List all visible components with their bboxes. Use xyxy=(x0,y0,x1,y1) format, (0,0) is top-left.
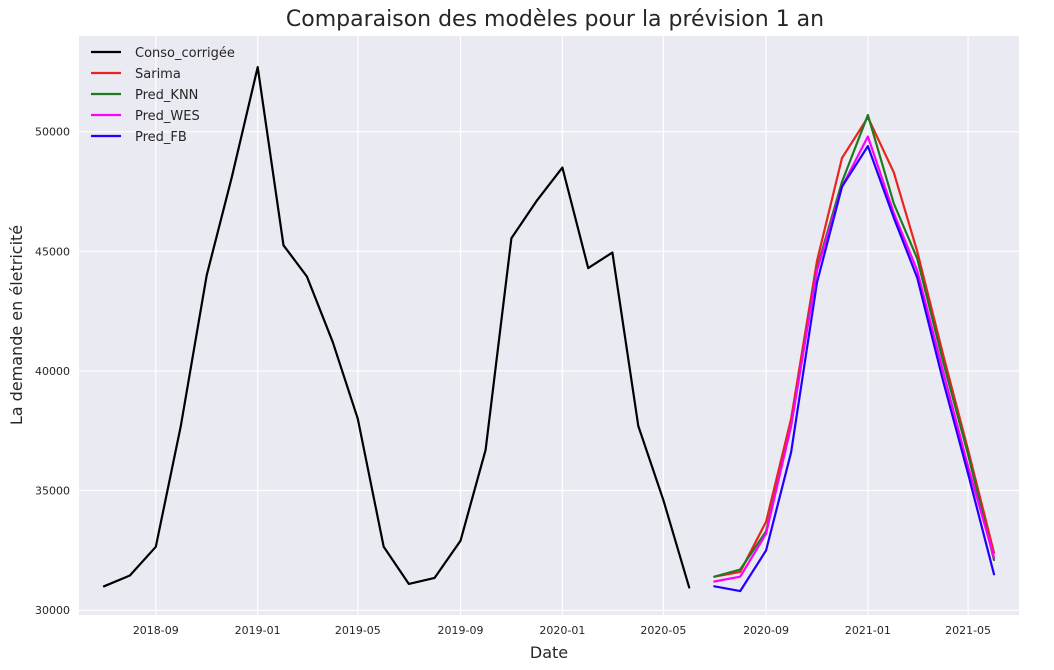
x-gridlines xyxy=(155,36,969,615)
series-line-0 xyxy=(102,65,691,589)
legend-label: Conso_corrigée xyxy=(135,46,235,61)
y-axis-label: La demande en életricité xyxy=(7,225,26,425)
legend: Conso_corrigée Sarima Pred_KNN Pred_WES Pred… xyxy=(91,46,235,145)
series-line-2 xyxy=(713,113,996,578)
x-tick-label: 2021-01 xyxy=(845,624,891,637)
x-tick-label: 2021-05 xyxy=(945,624,991,637)
legend-label: Pred_WES xyxy=(135,109,200,124)
series-lines xyxy=(102,65,996,593)
x-tick-label: 2020-01 xyxy=(539,624,585,637)
legend-label: Pred_FB xyxy=(135,130,187,145)
x-tick-labels: 2018-09 2019-01 2019-05 2019-09 2020-01 2020-… xyxy=(133,624,991,637)
x-tick-label: 2019-09 xyxy=(438,624,484,637)
y-tick-labels: 30000 35000 40000 45000 50000 xyxy=(35,126,70,618)
x-tick-label: 2020-05 xyxy=(640,624,686,637)
y-tick-label: 50000 xyxy=(35,126,70,139)
x-axis-label: Date xyxy=(530,643,568,662)
y-tick-label: 45000 xyxy=(35,245,70,258)
y-tick-label: 35000 xyxy=(35,485,70,498)
y-tick-label: 30000 xyxy=(35,604,70,617)
chart-title: Comparaison des modèles pour la prévisio… xyxy=(286,7,824,32)
legend-label: Sarima xyxy=(135,67,181,82)
series-line-4 xyxy=(713,145,996,593)
x-tick-label: 2020-09 xyxy=(743,624,789,637)
x-tick-label: 2019-05 xyxy=(335,624,381,637)
plot-area xyxy=(79,36,1019,615)
series-line-3 xyxy=(713,135,996,583)
x-tick-label: 2018-09 xyxy=(133,624,179,637)
series-line-1 xyxy=(713,116,996,578)
legend-label: Pred_KNN xyxy=(135,88,198,103)
x-tick-label: 2019-01 xyxy=(235,624,281,637)
y-tick-label: 40000 xyxy=(35,365,70,378)
